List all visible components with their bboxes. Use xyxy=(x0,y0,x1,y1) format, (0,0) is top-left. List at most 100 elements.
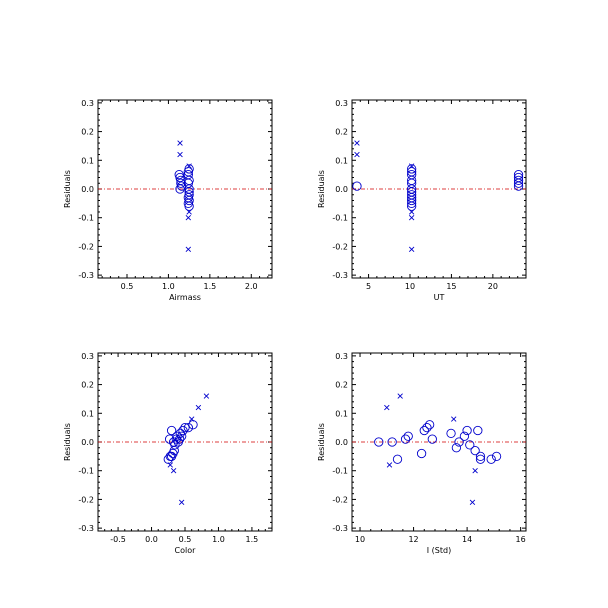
data-point-circle-color xyxy=(166,425,177,436)
data-point-circle-ut xyxy=(407,195,417,206)
data-point-circle-istd xyxy=(451,443,462,453)
data-point-cross-airmass xyxy=(185,246,192,253)
data-point-circle-color xyxy=(177,431,187,441)
panel-ut: -0.3 -0.2 -0.1 0.0 0.1 0.2 0.3 5 10 15 20 UT Residua… xyxy=(317,99,527,302)
y-tick-label-color: 0.1 xyxy=(81,409,94,418)
data-point-cross-color xyxy=(170,467,177,474)
x-tick-label-ut: 15 xyxy=(446,282,456,291)
data-point-circle-color xyxy=(170,440,180,450)
data-point-circle-istd xyxy=(392,454,403,464)
data-point-circle-istd xyxy=(462,425,472,436)
data-point-circle-istd xyxy=(470,445,480,456)
x-tick-label-airmass: 1.5 xyxy=(203,282,216,291)
y-tick-label-ut: 0.1 xyxy=(335,156,348,165)
y-tick-label-istd: 0.0 xyxy=(335,438,348,447)
data-point-circle-istd xyxy=(419,425,429,436)
x-tick-label-color: 1.5 xyxy=(246,535,259,544)
x-tick-label-ut: 20 xyxy=(488,282,498,291)
data-point-circle-ut xyxy=(513,181,524,191)
data-point-circle-istd xyxy=(387,437,397,447)
data-point-circle-ut xyxy=(407,190,417,200)
x-tick-label-istd: 12 xyxy=(408,535,418,544)
data-point-circle-color xyxy=(183,422,193,433)
panel-color: -0.3 -0.2 -0.1 0.0 0.1 0.2 0.3 -0.5 0.0 0.5 1.0 1.5… xyxy=(63,352,273,555)
panel-airmass: -0.3 -0.2 -0.1 0.0 0.1 0.2 0.3 0.5 1.0 1.5 2.0 Airm… xyxy=(63,99,273,302)
data-point-cross-ut xyxy=(408,209,415,215)
y-tick-label-color: 0.2 xyxy=(81,381,94,390)
y-tick-label-airmass: -0.3 xyxy=(78,271,94,280)
x-tick-label-istd: 16 xyxy=(516,535,526,544)
data-point-circle-istd xyxy=(424,420,435,430)
x-tick-label-airmass: 1.0 xyxy=(162,282,175,291)
x-tick-label-ut: 10 xyxy=(405,282,415,291)
data-point-cross-ut xyxy=(354,140,360,146)
data-point-cross-ut xyxy=(408,246,415,253)
y-tick-label-airmass: 0.0 xyxy=(81,185,94,194)
panel-istd: -0.3 -0.2 -0.1 0.0 0.1 0.2 0.3 10 12 14 16 I (Std) R… xyxy=(317,352,527,555)
data-point-circle-istd xyxy=(473,425,483,436)
data-point-circle-color xyxy=(180,422,190,433)
data-point-circle-airmass xyxy=(183,167,193,177)
data-point-cross-airmass xyxy=(186,163,192,169)
y-axis-label-istd: Residuals xyxy=(317,423,326,461)
data-point-circle-istd xyxy=(416,448,427,459)
data-point-cross-color xyxy=(203,393,210,399)
y-tick-label-istd: 0.2 xyxy=(335,381,348,390)
x-axis-label-airmass: Airmass xyxy=(169,293,201,302)
data-point-cross-color xyxy=(195,404,202,411)
y-tick-label-airmass: 0.3 xyxy=(81,99,94,108)
y-tick-label-ut: -0.2 xyxy=(332,242,348,251)
y-tick-label-ut: -0.3 xyxy=(332,271,348,280)
y-axis-label-airmass: Residuals xyxy=(63,170,72,208)
data-point-cross-istd xyxy=(386,462,393,468)
x-tick-label-istd: 14 xyxy=(462,535,472,544)
y-tick-label-istd: -0.1 xyxy=(332,467,348,476)
x-axis-label-color: Color xyxy=(175,546,197,555)
data-point-circle-color xyxy=(174,434,185,444)
data-point-circle-istd xyxy=(486,454,496,464)
x-tick-label-airmass: 0.5 xyxy=(121,282,134,291)
x-axis-label-ut: UT xyxy=(434,293,445,302)
y-tick-label-airmass: -0.2 xyxy=(78,242,94,251)
data-point-circle-istd xyxy=(403,431,413,441)
data-point-circle-airmass xyxy=(184,190,194,200)
x-tick-label-color: 1.0 xyxy=(212,535,225,544)
x-tick-label-color: -0.5 xyxy=(110,535,126,544)
data-point-cross-ut xyxy=(408,163,415,169)
data-point-cross-istd xyxy=(472,467,478,474)
data-point-circle-istd xyxy=(422,422,432,433)
x-tick-label-color: 0.5 xyxy=(179,535,192,544)
y-tick-label-istd: -0.3 xyxy=(332,524,348,533)
y-tick-label-color: -0.1 xyxy=(78,467,94,476)
data-point-circle-ut xyxy=(407,164,417,174)
y-tick-label-color: -0.3 xyxy=(78,524,94,533)
data-point-circle-ut xyxy=(513,178,524,188)
data-point-cross-airmass xyxy=(177,151,183,158)
y-tick-label-istd: 0.3 xyxy=(335,352,348,361)
data-point-cross-color xyxy=(178,499,185,506)
data-point-cross-airmass xyxy=(186,209,192,215)
data-point-circle-color xyxy=(188,420,198,430)
y-tick-label-istd: 0.1 xyxy=(335,409,348,418)
data-point-circle-istd xyxy=(459,431,470,441)
data-point-cross-istd xyxy=(397,393,403,399)
x-tick-label-istd: 10 xyxy=(355,535,365,544)
x-axis-label-istd: I (Std) xyxy=(427,546,451,555)
data-point-cross-color xyxy=(167,462,173,468)
data-point-circle-istd xyxy=(454,437,464,447)
data-point-cross-ut xyxy=(354,151,360,158)
data-point-circle-color xyxy=(164,434,175,444)
data-point-circle-istd xyxy=(446,428,456,439)
data-point-cross-airmass xyxy=(185,214,192,221)
data-point-circle-ut xyxy=(407,201,417,211)
y-tick-label-ut: -0.1 xyxy=(332,214,348,223)
y-tick-label-airmass: -0.1 xyxy=(78,214,94,223)
x-tick-label-color: 0.0 xyxy=(145,535,158,544)
y-tick-label-istd: -0.2 xyxy=(332,495,348,504)
y-axis-label-ut: Residuals xyxy=(317,170,326,208)
data-point-circle-istd xyxy=(475,451,486,462)
y-tick-label-airmass: 0.1 xyxy=(81,156,94,165)
y-tick-label-ut: 0.0 xyxy=(335,185,348,194)
data-point-cross-color xyxy=(188,416,195,422)
